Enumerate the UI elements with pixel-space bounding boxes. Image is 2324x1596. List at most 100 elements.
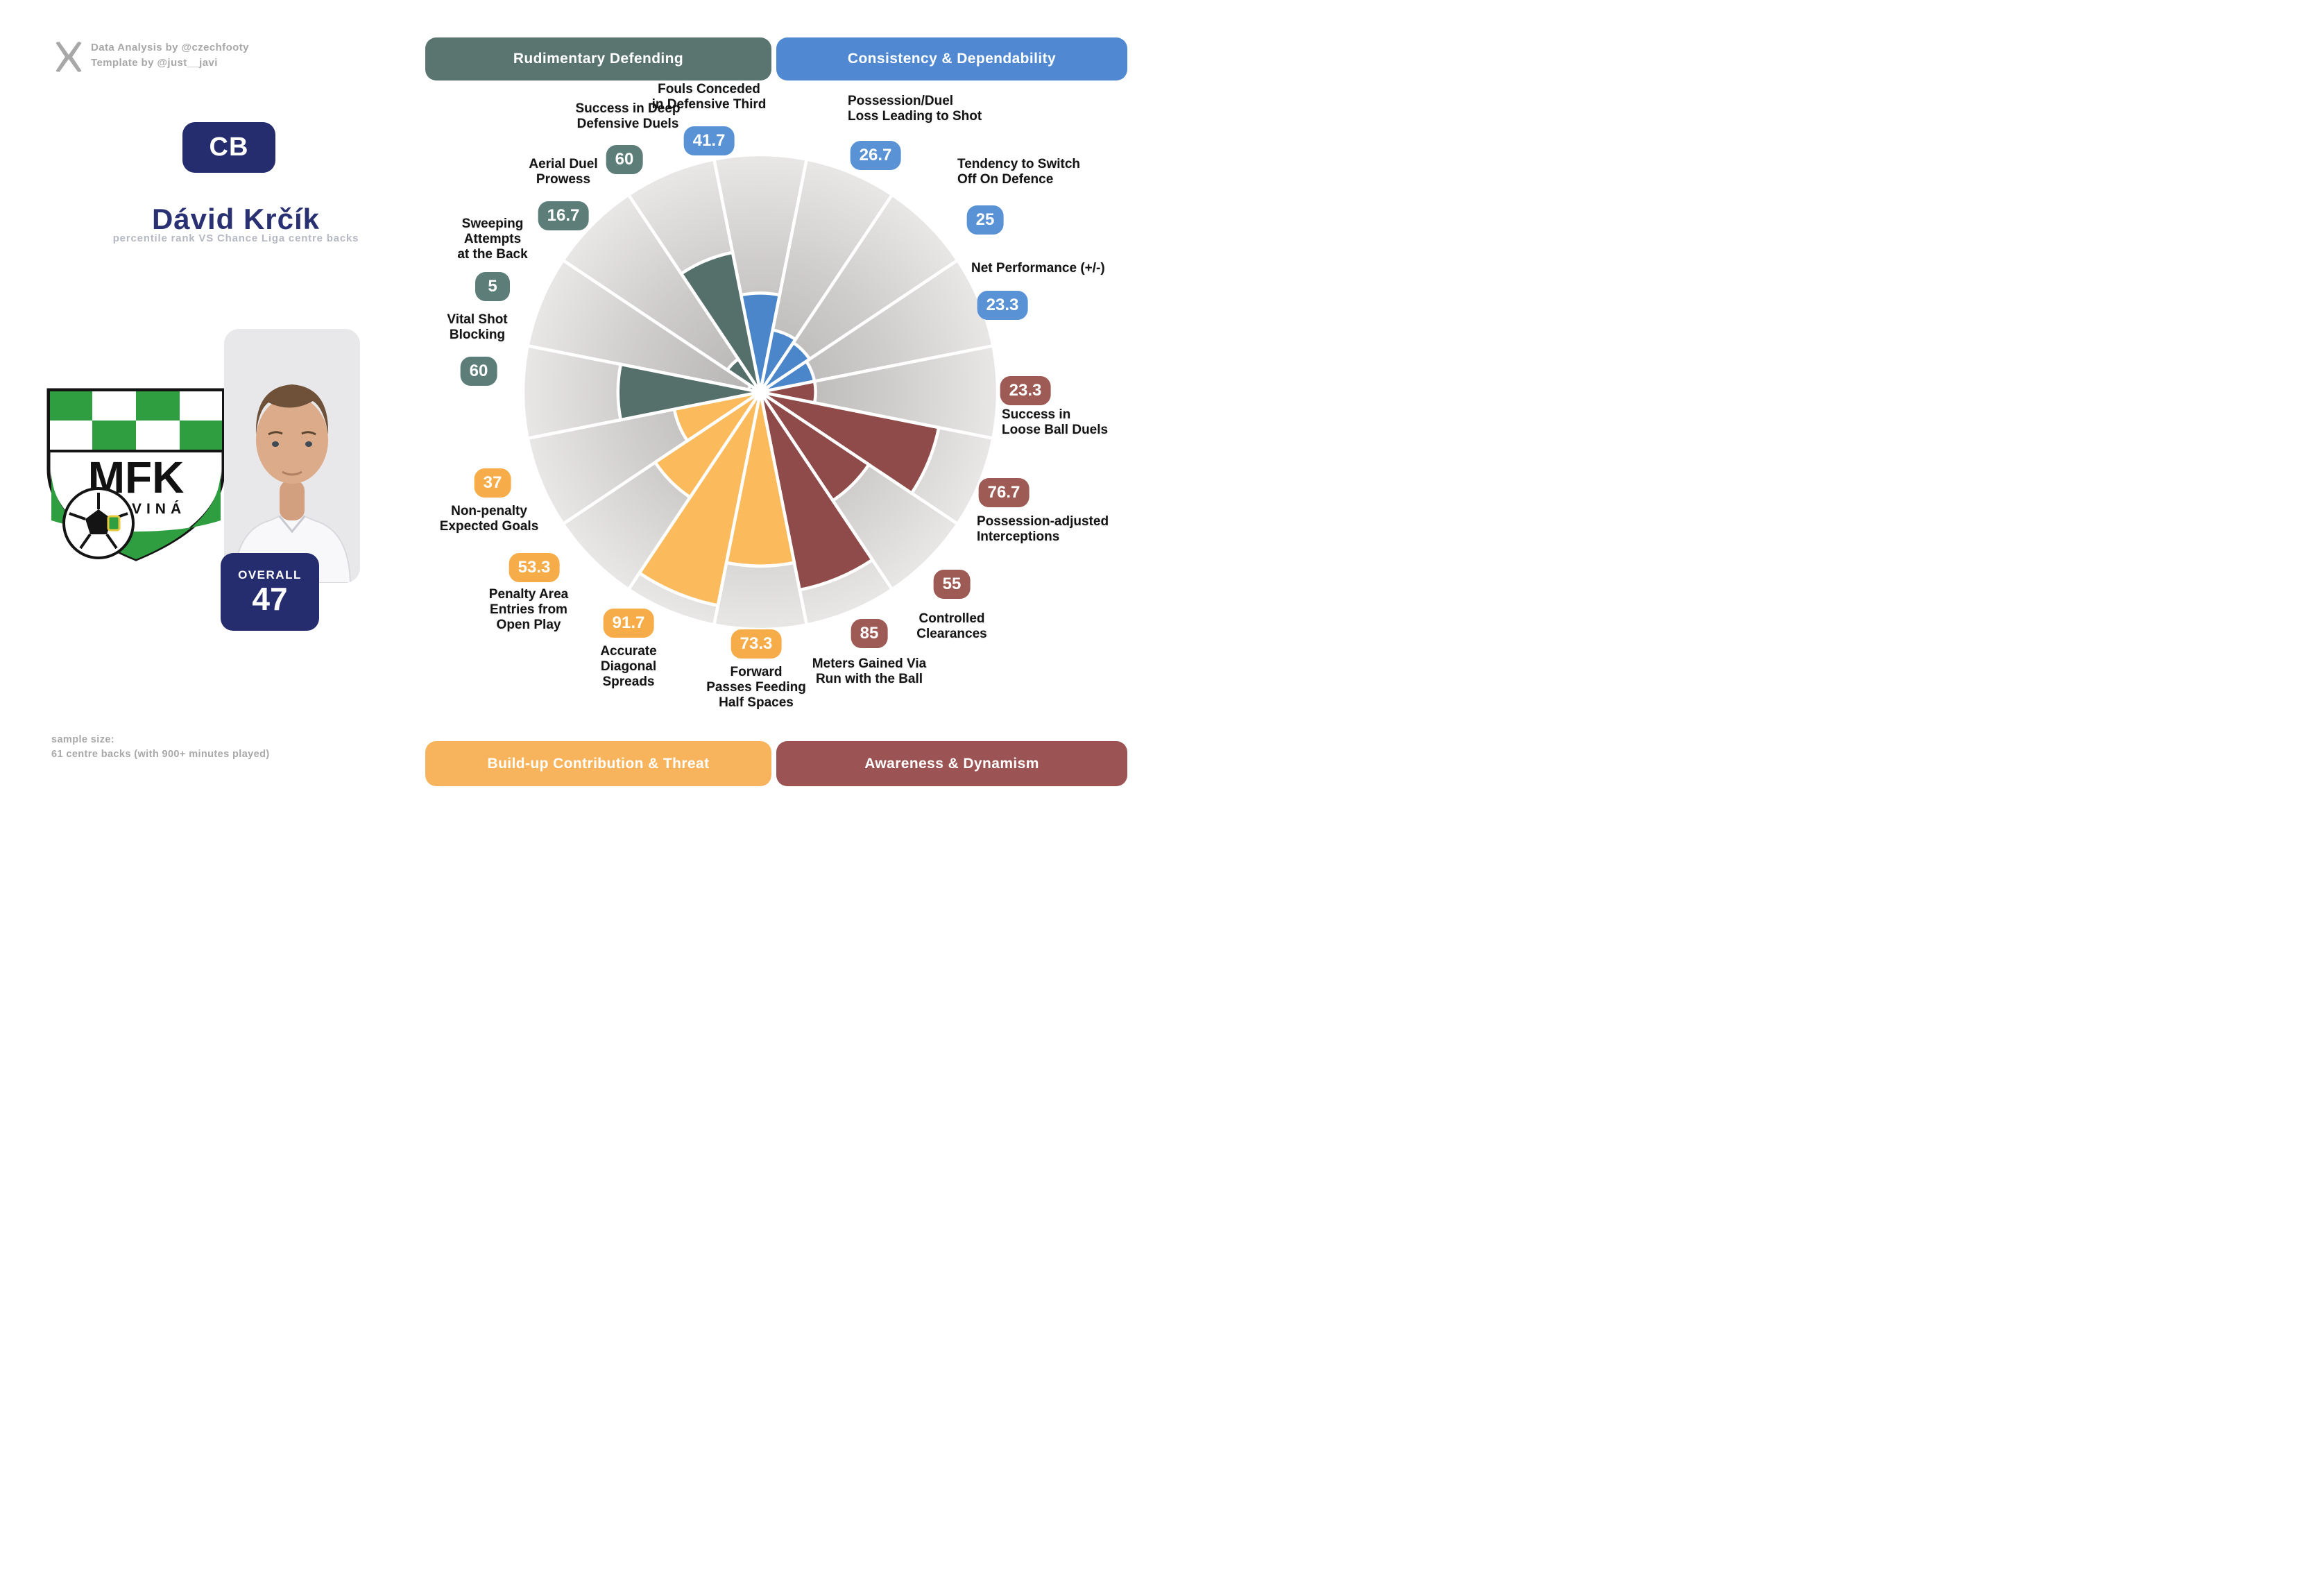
stat-label-line: Meters Gained Via bbox=[812, 656, 927, 671]
pizza-center-dot bbox=[754, 386, 767, 398]
category-header-awareness-dynamism: Awareness & Dynamism bbox=[776, 741, 1127, 786]
stat-label-line: Success in Deep bbox=[575, 101, 681, 116]
stat-value-badge-10: 53.3 bbox=[509, 553, 560, 582]
stat-label-1: Possession/Duel Loss Leading to Shot bbox=[848, 94, 982, 124]
overall-badge: OVERALL 47 bbox=[221, 553, 319, 631]
category-header-consistency-dependability: Consistency & Dependability bbox=[776, 37, 1127, 80]
stat-value-badge-8: 73.3 bbox=[730, 629, 782, 659]
stat-label-line: Fouls Conceded bbox=[658, 82, 760, 96]
stat-label-line: Clearances bbox=[916, 627, 987, 641]
credit-analysis: Data Analysis by @czechfooty bbox=[91, 42, 249, 53]
city-crest bbox=[107, 515, 121, 532]
slice-value-7 bbox=[758, 391, 875, 592]
stat-label-13: Sweeping Attempts at the Back bbox=[457, 217, 527, 262]
page-root: Data Analysis by @czechfooty Template by… bbox=[0, 0, 1162, 798]
position-badge: CB bbox=[182, 122, 275, 173]
category-header-buildup-contribution-threat: Build-up Contribution & Threat bbox=[425, 741, 771, 786]
stat-label-8: Forward Passes Feeding Half Spaces bbox=[706, 665, 806, 711]
stat-label-2: Tendency to Switch Off On Defence bbox=[957, 157, 1080, 187]
stat-label-line: Sweeping bbox=[461, 217, 524, 231]
player-name: Dávid Krčík bbox=[151, 203, 321, 235]
stat-label-line: Entries from bbox=[490, 602, 567, 617]
stat-label-line: Blocking bbox=[449, 328, 506, 342]
stat-label-7: Meters Gained Via Run with the Ball bbox=[812, 656, 926, 687]
stat-label-9: Accurate Diagonal Spreads bbox=[600, 644, 656, 690]
stat-value-badge-9: 91.7 bbox=[603, 609, 654, 638]
soccer-ball bbox=[62, 487, 135, 559]
x-twitter-icon bbox=[55, 41, 82, 73]
stat-value-badge-7: 85 bbox=[851, 619, 888, 648]
stat-label-11: Non-penalty Expected Goals bbox=[440, 504, 539, 534]
stat-label-line: Off On Defence bbox=[957, 172, 1054, 187]
stat-label-0: Fouls Conceded in Defensive Third bbox=[652, 82, 767, 112]
stat-label-line: Run with the Ball bbox=[815, 672, 923, 686]
stat-label-line: Aerial Duel bbox=[529, 157, 598, 171]
stat-value-badge-6: 55 bbox=[933, 570, 971, 599]
chart-subtitle: percentile rank VS Chance Liga centre ba… bbox=[112, 232, 359, 244]
slice-background-2 bbox=[759, 192, 960, 393]
stat-label-12: Vital Shot Blocking bbox=[447, 312, 507, 343]
stat-label-line: Open Play bbox=[496, 618, 561, 632]
stat-label-line: Defensive Duels bbox=[576, 117, 679, 131]
stat-label-line: Vital Shot bbox=[447, 312, 508, 327]
pizza-chart bbox=[521, 153, 1000, 631]
sample-size-line1: sample size: bbox=[51, 734, 115, 745]
stat-label-line: Spreads bbox=[602, 674, 655, 689]
stat-label-3: Net Performance (+/-) bbox=[971, 261, 1105, 276]
sample-size-line2: 61 centre backs (with 900+ minutes playe… bbox=[51, 749, 270, 760]
stat-label-line: Loose Ball Duels bbox=[1002, 423, 1109, 437]
slice-background-0 bbox=[712, 153, 809, 393]
stat-value-badge-14: 16.7 bbox=[538, 201, 589, 230]
stat-label-line: Attempts bbox=[463, 232, 522, 246]
stat-label-line: Penalty Area bbox=[488, 587, 569, 602]
stat-label-line: Passes Feeding bbox=[706, 680, 806, 695]
category-header-rudimentary-defending: Rudimentary Defending bbox=[425, 37, 771, 80]
stat-value-badge-11: 37 bbox=[474, 468, 511, 498]
sample-size-note: sample size: 61 centre backs (with 900+ … bbox=[51, 733, 270, 762]
credits: Data Analysis by @czechfooty Template by… bbox=[55, 40, 249, 74]
stat-value-badge-13: 5 bbox=[475, 272, 510, 301]
stat-label-line: Forward bbox=[730, 665, 783, 679]
club-logo-checkers bbox=[47, 389, 225, 452]
slice-background-1 bbox=[758, 157, 895, 393]
slice-value-2 bbox=[759, 340, 812, 393]
slice-value-5 bbox=[759, 390, 941, 495]
stat-label-line: Loss Leading to Shot bbox=[848, 109, 982, 124]
overall-value: 47 bbox=[252, 581, 288, 617]
stat-value-badge-0: 41.7 bbox=[683, 126, 735, 155]
pizza-value-wedges bbox=[616, 251, 941, 608]
player-photo-illustration bbox=[224, 329, 360, 583]
stat-label-4: Success in Loose Ball Duels bbox=[1002, 407, 1108, 438]
slice-background-14 bbox=[561, 192, 762, 393]
stat-value-badge-4: 23.3 bbox=[1000, 376, 1051, 405]
stat-label-6: Controlled Clearances bbox=[916, 611, 986, 642]
player-photo bbox=[224, 329, 360, 583]
stat-label-line: Success in bbox=[1002, 407, 1071, 422]
stat-label-line: at the Back bbox=[457, 247, 528, 262]
stat-label-15: Success in Deep Defensive Duels bbox=[575, 101, 680, 132]
stat-label-line: Possession-adjusted bbox=[977, 514, 1109, 529]
stat-value-badge-5: 76.7 bbox=[978, 478, 1029, 507]
stat-value-badge-2: 25 bbox=[966, 205, 1004, 235]
stat-value-badge-15: 60 bbox=[606, 145, 643, 174]
stat-label-line: Non-penalty bbox=[451, 504, 527, 518]
slice-background-13 bbox=[525, 257, 762, 394]
slice-value-12 bbox=[616, 362, 761, 422]
stat-label-line: Prowess bbox=[536, 172, 591, 187]
stat-label-line: in Defensive Third bbox=[651, 97, 767, 112]
stat-label-5: Possession-adjusted Interceptions bbox=[977, 514, 1109, 545]
stat-value-badge-3: 23.3 bbox=[977, 291, 1028, 320]
stat-label-line: Controlled bbox=[919, 611, 985, 626]
stat-value-badge-12: 60 bbox=[460, 357, 497, 386]
stat-label-line: Possession/Duel bbox=[848, 94, 954, 108]
stat-value-badge-1: 26.7 bbox=[850, 141, 901, 170]
slice-value-9 bbox=[637, 391, 762, 608]
slice-value-10 bbox=[653, 391, 762, 500]
overall-label: OVERALL bbox=[238, 568, 302, 581]
stat-label-10: Penalty Area Entries from Open Play bbox=[489, 587, 568, 633]
stat-label-line: Diagonal bbox=[600, 659, 657, 674]
club-logo: MFK KARVINÁ bbox=[46, 388, 225, 561]
credit-template: Template by @just__javi bbox=[91, 57, 218, 69]
stat-label-line: Accurate bbox=[600, 644, 657, 659]
slice-background-4 bbox=[760, 343, 1000, 441]
